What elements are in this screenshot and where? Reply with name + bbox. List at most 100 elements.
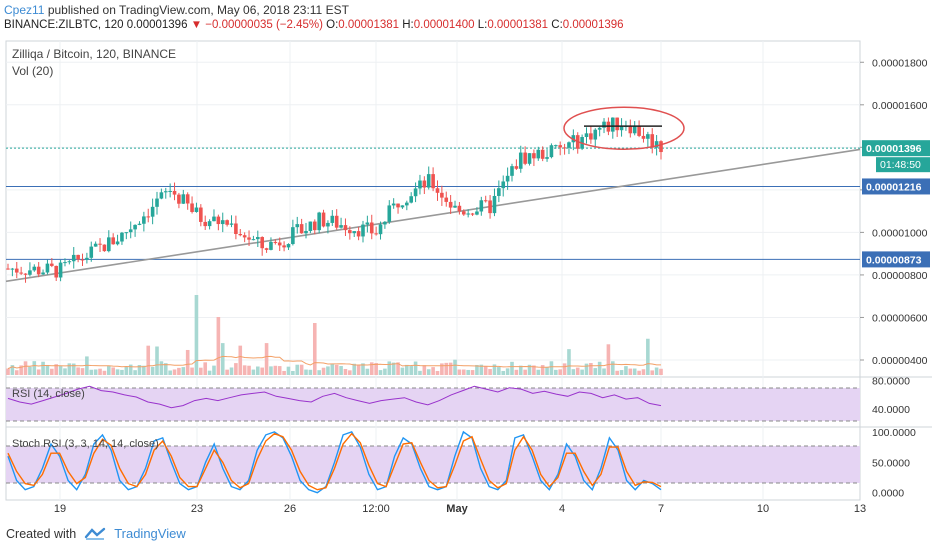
candle-body [343, 225, 348, 231]
symbol-ohlc-line: BINANCE:ZILBTC, 120 0.00001396 ▼ −0.0000… [4, 19, 624, 31]
candle-body [330, 215, 335, 223]
candle-body [615, 117, 619, 131]
published-text: published on TradingView.com, May 06, 20… [47, 3, 349, 17]
volume-bar [356, 365, 361, 375]
candle-body [584, 133, 589, 138]
volume-bar [431, 367, 435, 375]
volume-bar [444, 362, 449, 375]
candle-body [76, 254, 80, 260]
candle-body [326, 222, 330, 227]
candle-body [536, 149, 541, 159]
low-value: 0.00001381 [487, 19, 549, 31]
volume-bar [483, 366, 488, 375]
trend-line[interactable] [5, 148, 861, 283]
volume-bar [448, 362, 453, 375]
candle-body [593, 129, 598, 140]
volume-bar [190, 367, 194, 375]
candle-body [207, 221, 212, 227]
down-arrow-icon: ▼ [190, 19, 203, 31]
candle-body [225, 220, 229, 225]
candle-body [102, 244, 107, 252]
candle-body [444, 197, 449, 202]
candle-body [527, 153, 532, 164]
price-axis[interactable]: 0.000018000.000016000.000014000.00001200… [860, 57, 928, 367]
volume-bar [619, 370, 624, 375]
rsi-band [6, 388, 860, 421]
volume-bar [396, 362, 400, 375]
candle-body [488, 200, 492, 214]
candle-body [602, 121, 606, 128]
candle-body [589, 133, 593, 140]
time-axis[interactable]: 19 23 26 12:00 May 4 7 10 13 [54, 503, 866, 515]
volume-bars [6, 295, 663, 375]
volume-bar [260, 367, 264, 375]
candle-body [146, 216, 151, 218]
volume-bar [308, 369, 313, 375]
volume-bar [518, 365, 523, 375]
volume-bar [330, 363, 335, 375]
volume-bar [589, 363, 593, 375]
volume-bar [247, 365, 251, 375]
candle-body [422, 180, 427, 188]
volume-bar [146, 345, 151, 375]
volume-bar [409, 366, 413, 375]
author-link[interactable]: Cpez11 [4, 3, 45, 17]
open-label: O: [326, 19, 339, 31]
x-tick-label: May [446, 503, 468, 515]
high-value: 0.00001400 [413, 19, 475, 31]
volume-bar [142, 365, 146, 375]
volume-bar [527, 364, 532, 375]
volume-bar [466, 369, 470, 375]
candle-body [400, 205, 405, 208]
volume-bar [299, 364, 304, 375]
volume-bar [523, 369, 527, 375]
rsi-tick-label: 40.0000 [872, 404, 910, 416]
candle-body [251, 239, 256, 241]
candle-body [562, 147, 567, 149]
candle-body [93, 243, 98, 247]
highlight-ellipse[interactable] [563, 106, 685, 150]
candle-body [172, 190, 177, 195]
volume-bar [45, 364, 50, 375]
candle-body [23, 273, 28, 275]
volume-bar [172, 369, 177, 375]
candlesticks [6, 117, 663, 283]
volume-bar [628, 368, 633, 375]
candle-body [549, 145, 554, 158]
volume-bar [650, 370, 655, 375]
volume-bar [41, 361, 45, 375]
candle-body [532, 153, 536, 159]
volume-bar [234, 363, 238, 375]
candle-body [659, 141, 663, 153]
candle-body [19, 272, 23, 274]
volume-bar [286, 366, 291, 375]
candle-body [185, 194, 190, 204]
volume-bar [256, 366, 260, 375]
candle-body [269, 241, 273, 250]
volume-bar [624, 366, 628, 375]
volume-bar [571, 369, 576, 375]
volume-bar [492, 364, 497, 375]
tradingview-brand[interactable]: TradingView [114, 526, 186, 541]
volume-bar [133, 370, 137, 375]
candle-body [63, 262, 67, 264]
candle-body [67, 261, 72, 263]
candle-body [654, 141, 659, 148]
candle-body [299, 224, 304, 234]
volume-bar [632, 368, 637, 375]
candle-body [155, 198, 159, 207]
candle-body [89, 246, 94, 258]
candle-body [260, 237, 264, 249]
volume-bar [128, 364, 133, 375]
high-label: H: [402, 19, 414, 31]
candle-body [518, 152, 523, 169]
volume-bar [181, 367, 186, 375]
candle-body [554, 145, 558, 147]
candle-body [282, 245, 286, 248]
volume-bar [365, 368, 370, 375]
volume-bar [14, 370, 19, 375]
candle-body [641, 135, 646, 139]
candle-body [45, 263, 50, 273]
price-tag-label: 0.00001216 [866, 181, 922, 193]
